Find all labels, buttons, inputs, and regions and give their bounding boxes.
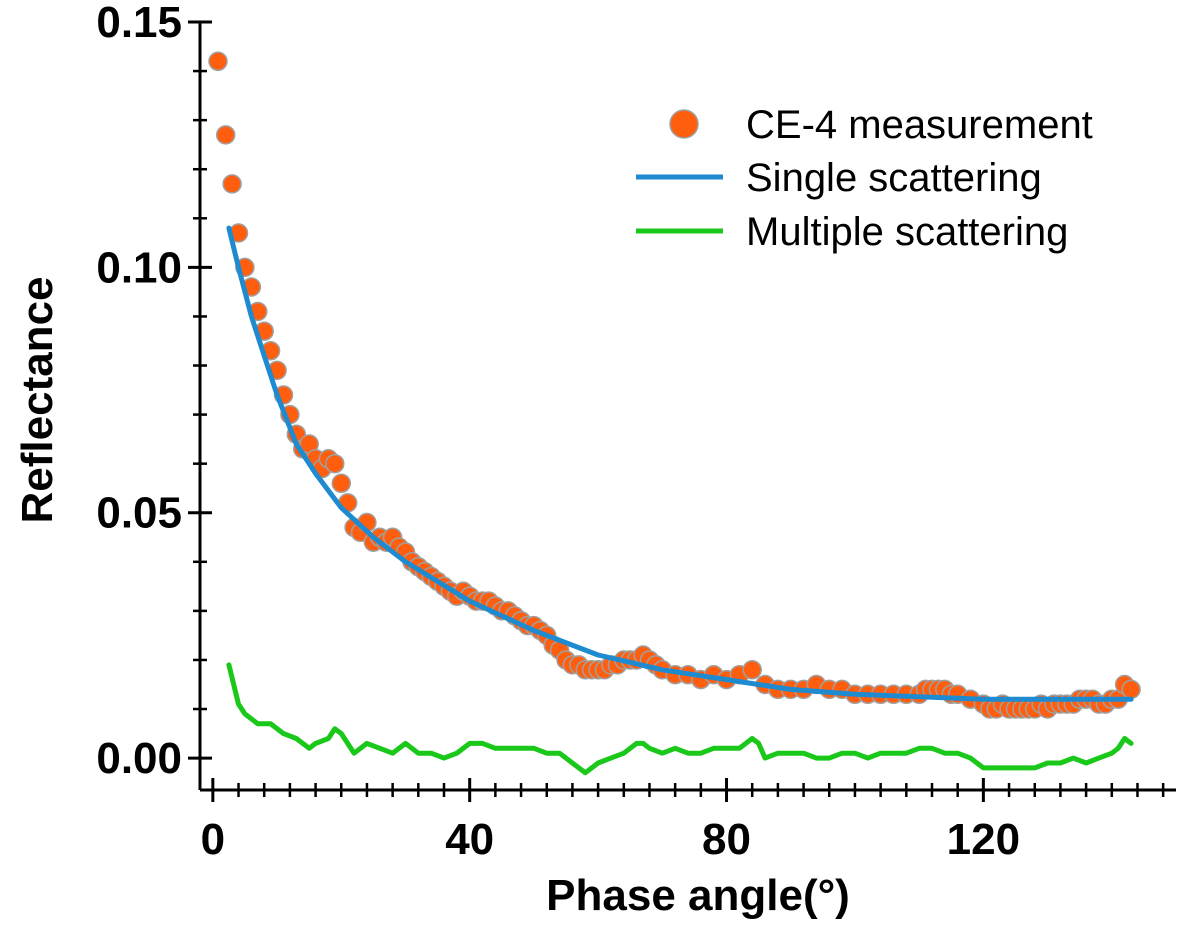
axes-layer: 0.00 0.05 0.10 0.15 0 40 80 120 [96,0,1176,864]
x-tick-label: 0 [201,815,225,864]
measurement-point [331,473,352,494]
y-axis-title: Reflectance [13,276,62,523]
measurement-point [222,174,242,194]
legend-marker-measurement [669,109,699,139]
y-tick-label: 0.05 [96,489,182,538]
multiple-scattering-line [226,662,1134,776]
measurement-point [742,660,762,680]
measurement-point [325,453,345,474]
measurement-point [208,51,228,72]
series-layer [208,51,1141,776]
legend-label-single-scattering: Single scattering [746,156,1042,200]
single-scattering-line [226,225,1134,702]
x-tick-label: 40 [445,815,494,864]
legend: CE-4 measurement Single scattering Multi… [636,103,1093,254]
y-tick-label: 0.15 [96,0,182,47]
y-tick-label: 0.00 [96,734,182,783]
x-tick-label: 120 [947,815,1020,864]
x-axis-title: Phase angle(°) [546,871,850,920]
legend-label-multiple-scattering: Multiple scattering [746,210,1068,254]
measurement-point [215,125,236,145]
x-tick-label: 80 [702,815,751,864]
y-tick-label: 0.10 [96,243,182,292]
measurement-point [1121,679,1141,700]
legend-label-measurement: CE-4 measurement [746,103,1093,147]
